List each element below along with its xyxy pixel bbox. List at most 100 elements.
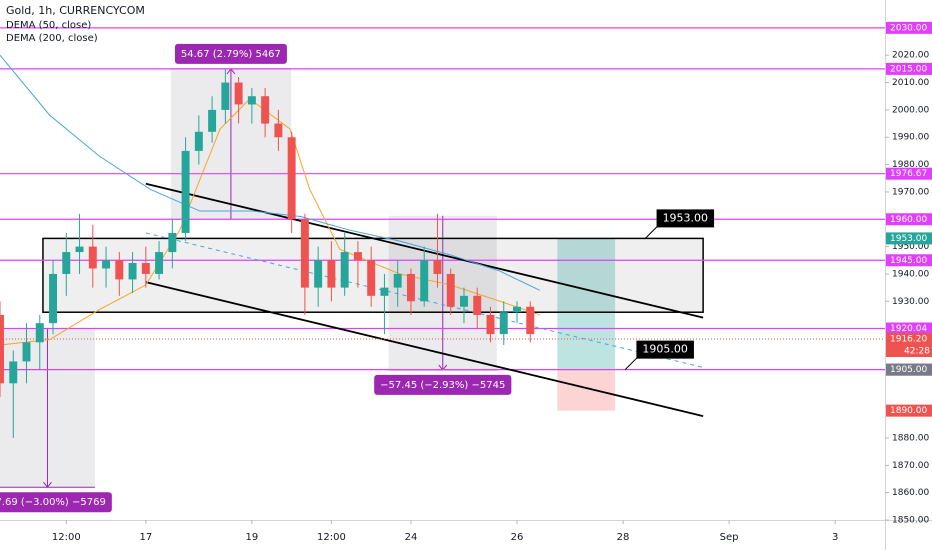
callout-pointer — [624, 357, 638, 370]
candle-body — [340, 252, 349, 288]
callout-label: 1905.00 — [642, 343, 688, 356]
x-tick-label: Sep — [720, 532, 739, 543]
price-tag — [886, 21, 932, 34]
price-tag — [886, 62, 932, 75]
candle-body — [526, 306, 535, 335]
candle-body — [274, 123, 283, 138]
measure-label-box — [374, 374, 512, 395]
y-tick-label: 1930.00 — [892, 297, 929, 307]
chart-title: Gold, 1h, CURRENCYCOM — [6, 4, 145, 17]
price-tag-label: 1905.00 — [890, 365, 927, 375]
plot-area — [0, 27, 885, 488]
candle-body — [141, 263, 150, 274]
candle-body — [62, 252, 71, 274]
x-tick-label: 19 — [246, 532, 259, 543]
candle-body — [287, 137, 296, 220]
candle-body — [314, 260, 323, 288]
countdown-box — [886, 345, 932, 358]
price-tag-label: 2015.00 — [890, 64, 927, 74]
candle-body — [128, 263, 137, 280]
position-loss — [557, 369, 616, 411]
measure-label: 57.69 (−3.00%) −5769 — [0, 497, 106, 508]
candle-body — [393, 273, 402, 288]
x-tick-label: 28 — [617, 532, 630, 543]
measure-label-box — [174, 43, 287, 64]
y-tick-label: 1980.00 — [892, 160, 929, 170]
measure-label: 54.67 (2.79%) 5467 — [181, 49, 281, 60]
candle-body — [221, 82, 230, 110]
measure-label: −57.45 (−2.93%) −5745 — [380, 380, 505, 391]
countdown: 42:28 — [904, 347, 930, 357]
callout-box — [656, 209, 715, 228]
candle-body — [446, 273, 455, 307]
candle-body — [102, 260, 111, 269]
callout-label: 1953.00 — [663, 211, 709, 224]
candle-body — [300, 219, 309, 288]
price-tag-label: 1890.00 — [890, 406, 927, 416]
y-tick-label: 2020.00 — [892, 51, 929, 61]
candle-body — [486, 314, 495, 335]
axes: 12:00 17 19 12:00 24 26 28 Sep 3 2020.00 2010.00 20… — [52, 21, 932, 543]
price-tag — [886, 167, 932, 180]
candle-body — [49, 273, 58, 324]
candle-body — [208, 109, 217, 132]
candle-body — [75, 246, 84, 253]
candle-body — [380, 287, 389, 296]
callout-box — [636, 340, 694, 359]
price-tag — [886, 232, 932, 245]
measure-label-box — [0, 492, 112, 513]
candle-body — [35, 323, 44, 343]
price-tag — [886, 322, 932, 335]
candle-body — [88, 246, 97, 269]
y-tick-label: 1870.00 — [892, 461, 929, 471]
candle-body — [247, 96, 256, 105]
candle-body — [9, 361, 18, 384]
candle-body — [168, 232, 177, 253]
legend-entry: DEMA (50, close) — [6, 20, 91, 31]
channel-line — [145, 281, 704, 417]
price-tag-label: 1945.00 — [890, 256, 927, 266]
candle-body — [406, 273, 415, 302]
price-tag — [886, 404, 932, 417]
candle-body — [155, 252, 164, 274]
price-tag — [886, 363, 932, 376]
x-tick-label: 12:00 — [52, 532, 81, 543]
y-tick-label: 1850.00 — [892, 516, 929, 526]
candle-body — [513, 306, 521, 313]
y-tick-label: 1860.00 — [892, 488, 929, 498]
price-tag-label: 2030.00 — [890, 23, 927, 33]
price-tag-label: 1960.00 — [890, 215, 927, 225]
candle-body — [0, 314, 4, 384]
price-tag — [886, 333, 932, 346]
price-tag — [886, 213, 932, 226]
callout-pointer — [644, 226, 658, 239]
candle-body — [433, 260, 442, 274]
x-tick-label: 12:00 — [317, 532, 346, 543]
candle-body — [327, 260, 336, 288]
candle-body — [115, 260, 124, 280]
price-tag-label: 1953.00 — [890, 234, 927, 244]
candle-body — [234, 82, 243, 105]
y-tick-label: 1880.00 — [892, 433, 929, 443]
candle-body — [261, 96, 270, 124]
candle-body — [473, 295, 482, 315]
candle-body — [353, 252, 362, 261]
price-tag-label: 1920.04 — [890, 324, 927, 334]
y-tick-label: 2000.00 — [892, 105, 929, 115]
candle-body — [181, 150, 190, 233]
price-tag — [886, 254, 932, 267]
candle-body — [194, 131, 203, 151]
price-tag-label: 1976.67 — [890, 169, 927, 179]
x-tick-label: 17 — [139, 532, 152, 543]
indicator-line — [0, 54, 541, 291]
candle-body — [22, 342, 31, 362]
price-tag-label: 1916.20 — [890, 335, 927, 345]
y-tick-label: 1940.00 — [892, 269, 929, 279]
x-tick-label: 24 — [405, 532, 418, 543]
candle-body — [459, 295, 468, 307]
x-tick-label: 26 — [511, 532, 524, 543]
legend-entry: DEMA (200, close) — [6, 33, 98, 44]
candle-body — [367, 260, 376, 296]
